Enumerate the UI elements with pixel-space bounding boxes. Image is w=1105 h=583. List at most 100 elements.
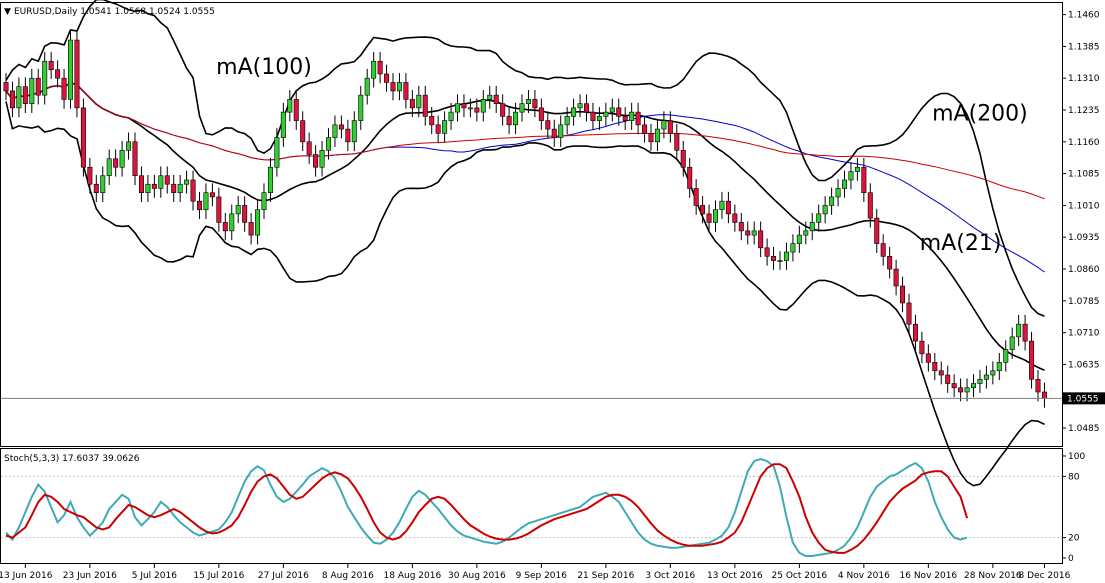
- candle-body: [777, 260, 783, 262]
- price-tick-label: 1.0785: [1068, 297, 1100, 307]
- candle-body: [171, 183, 177, 193]
- candle-body: [945, 374, 951, 384]
- candle-body: [197, 200, 203, 210]
- candle-body: [248, 222, 254, 236]
- candle-body: [745, 230, 751, 236]
- price-tick-label: 1.0635: [1068, 360, 1100, 370]
- date-label: 4 Nov 2016: [838, 571, 890, 581]
- stoch-d-line: [5, 463, 969, 554]
- candle-body: [551, 128, 557, 138]
- candle-body: [345, 128, 351, 143]
- candle-body: [977, 378, 983, 384]
- candle-body: [958, 387, 964, 393]
- candle-body: [596, 116, 602, 121]
- candle-body: [22, 86, 28, 104]
- candle-body: [280, 111, 286, 138]
- candle-body: [635, 111, 641, 126]
- candle-body: [306, 141, 312, 155]
- candle-body: [1016, 323, 1022, 338]
- date-label: 13 Oct 2016: [707, 571, 763, 581]
- candle-body: [319, 149, 325, 168]
- candle-body: [925, 353, 931, 363]
- date-label: 27 Jul 2016: [258, 571, 309, 581]
- candle-body: [732, 213, 738, 223]
- price-tick-label: 1.1235: [1068, 106, 1100, 116]
- candle-body: [190, 179, 196, 202]
- candle-body: [616, 107, 622, 117]
- candle-body: [680, 149, 686, 168]
- candle-body: [848, 171, 854, 181]
- date-label: 18 Aug 2016: [384, 571, 442, 581]
- annotation-label: mA(100): [216, 55, 312, 80]
- annotation-label: mA(21): [920, 231, 1002, 256]
- candle-body: [422, 94, 428, 117]
- candle-body: [513, 111, 519, 126]
- candle-body: [796, 234, 802, 244]
- candle-body: [874, 217, 880, 244]
- price-axis: 1.1460 1.1385 1.1310 1.1235 1.1160 1.1085 1.10…: [1062, 11, 1100, 434]
- candle-body: [564, 116, 570, 126]
- candle-body: [138, 175, 144, 193]
- candle-body: [996, 362, 1002, 372]
- candle-body: [771, 256, 777, 261]
- candle-body: [887, 256, 893, 270]
- candle-body: [571, 107, 577, 117]
- candle-body: [16, 86, 22, 109]
- candle-body: [164, 175, 170, 185]
- candle-body: [538, 107, 544, 121]
- candle-body: [100, 175, 106, 193]
- candle-body: [396, 82, 402, 92]
- stoch-header: Stoch(5,3,3) 17.6037 39.0626: [4, 454, 140, 464]
- date-label: 8 Aug 2016: [322, 571, 374, 581]
- candle-body: [454, 103, 460, 113]
- candle-body: [706, 213, 712, 223]
- candle-body: [667, 120, 673, 134]
- candle-body: [880, 243, 886, 257]
- candle-body: [209, 192, 215, 198]
- candle-body: [841, 179, 847, 189]
- candle-body: [287, 99, 293, 113]
- candle-body: [61, 77, 67, 100]
- candle-body: [119, 149, 125, 168]
- date-label: 3 Oct 2016: [645, 571, 695, 581]
- candle-body: [764, 247, 770, 257]
- candle-body: [35, 77, 41, 96]
- candle-body: [364, 77, 370, 96]
- candle-body: [829, 196, 835, 206]
- candle-body: [661, 120, 667, 130]
- candle-body: [758, 230, 764, 249]
- candle-body: [384, 73, 390, 83]
- candle-body: [654, 128, 660, 143]
- candle-body: [203, 192, 209, 210]
- candle-body: [74, 39, 80, 109]
- candle-body: [242, 205, 248, 223]
- price-tick-label: 1.1385: [1068, 42, 1100, 52]
- candle-body: [642, 124, 648, 134]
- date-label: 8 Dec 2016: [1019, 571, 1071, 581]
- date-label: 9 Sep 2016: [516, 571, 568, 581]
- annotation-label: mA(200): [932, 102, 1028, 127]
- candle-body: [519, 103, 525, 113]
- candle-body: [377, 60, 383, 75]
- candle-body: [1022, 323, 1028, 342]
- candle-body: [222, 222, 228, 232]
- candle-body: [629, 111, 635, 121]
- date-label: 21 Sep 2016: [577, 571, 634, 581]
- candle-body: [970, 383, 976, 389]
- candle-body: [274, 137, 280, 168]
- candle-body: [900, 285, 906, 304]
- price-tick-label: 1.0710: [1068, 329, 1100, 339]
- candle-body: [603, 111, 609, 117]
- date-label: 25 Oct 2016: [772, 571, 828, 581]
- candle-body: [474, 107, 480, 113]
- candle-body: [609, 107, 615, 113]
- price-tick-label: 1.1010: [1068, 201, 1100, 211]
- date-label: 15 Jul 2016: [193, 571, 244, 581]
- date-label: 28 Nov 2016: [964, 571, 1022, 581]
- candle-body: [126, 141, 132, 151]
- candle-body: [983, 374, 989, 380]
- candle-body: [938, 370, 944, 376]
- candle-body: [990, 370, 996, 376]
- candle-body: [738, 222, 744, 232]
